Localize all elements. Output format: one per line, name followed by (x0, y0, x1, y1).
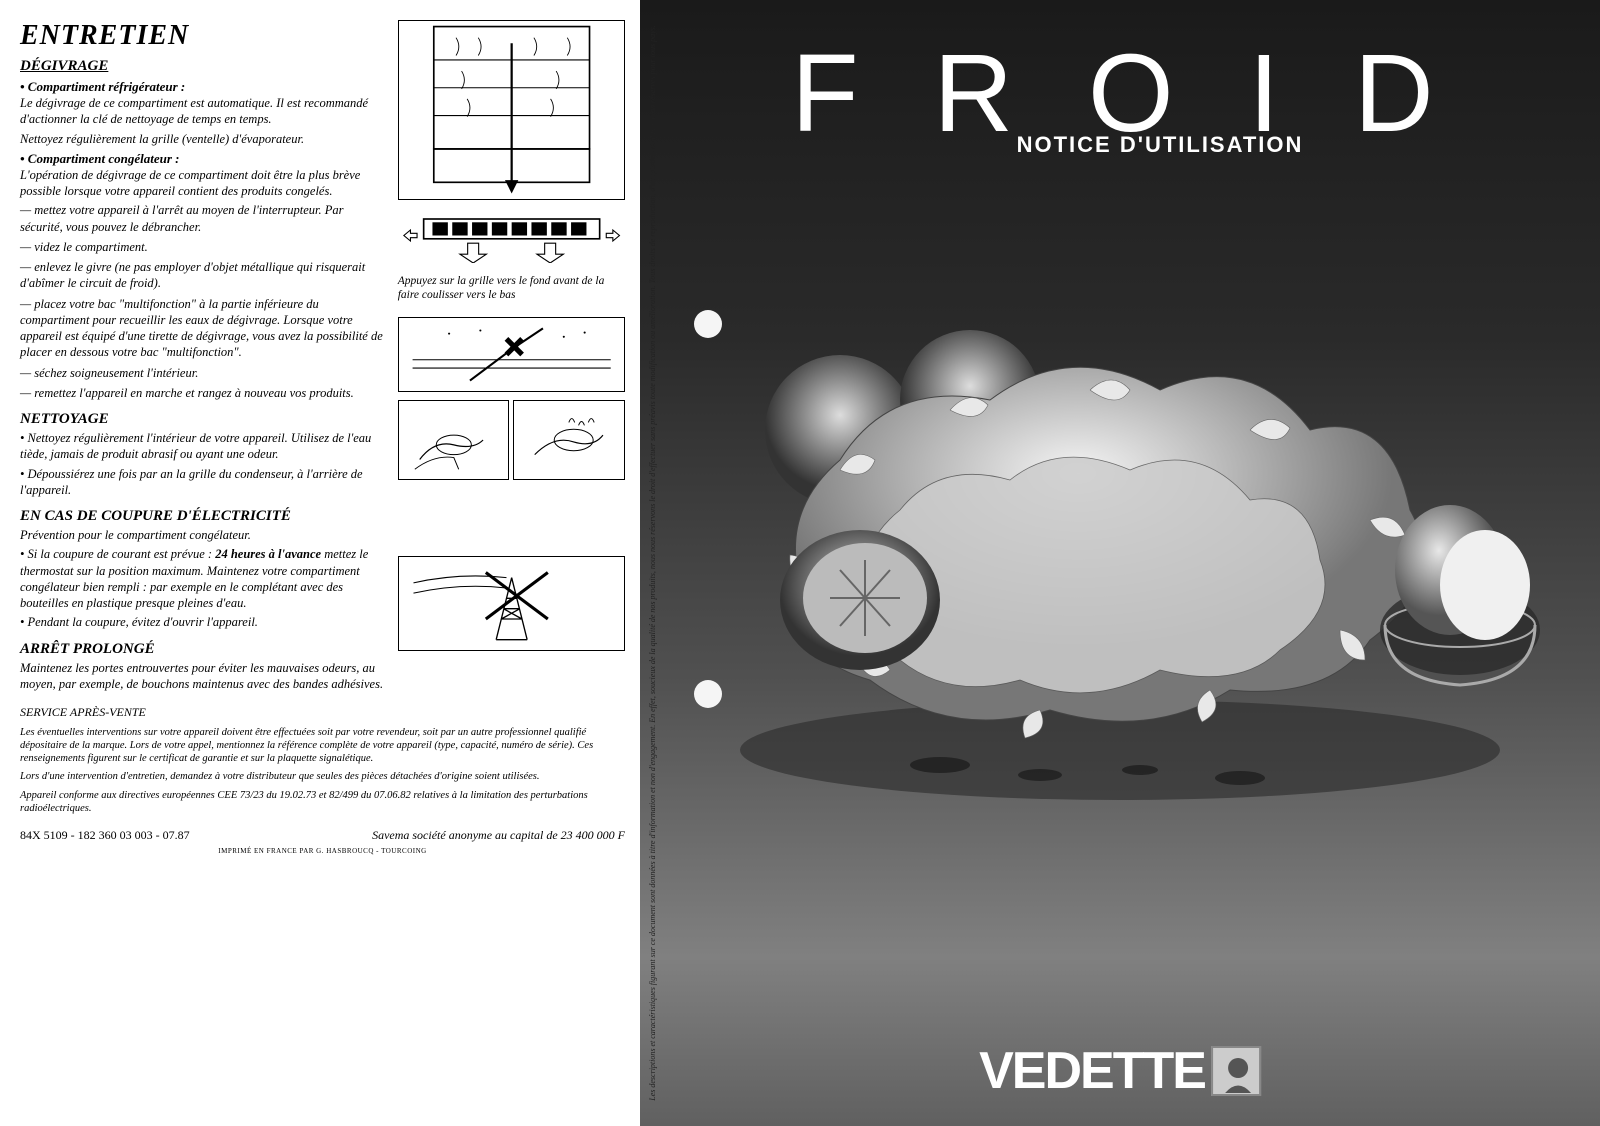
coupure-p1: Prévention pour le compartiment congélat… (20, 527, 386, 543)
vegetables-illustration (690, 260, 1560, 810)
two-column-layout: ENTRETIEN DÉGIVRAGE • Compartiment réfri… (20, 20, 625, 695)
footer-company: Savema société anonyme au capital de 23 … (372, 828, 625, 843)
freezer-p1: L'opération de dégivrage de ce compartim… (20, 167, 386, 200)
cover-page: Les descriptions et caractéristiques fig… (640, 0, 1600, 1126)
freezer-bullet: • Compartiment congélateur : (20, 151, 386, 167)
cover-title-block: FROID NOTICE D'UTILISATION (640, 30, 1600, 158)
freezer-d3: — enlevez le givre (ne pas employer d'ob… (20, 259, 386, 292)
diagram-grille-panel (398, 208, 625, 263)
sav-p1: Les éventuelles interventions sur votre … (20, 726, 625, 765)
freezer-d4: — placez votre bac "multifonction" à la … (20, 296, 386, 361)
fridge-p1: Le dégivrage de ce compartiment est auto… (20, 95, 386, 128)
footer-ref: 84X 5109 - 182 360 03 003 - 07.87 (20, 828, 190, 843)
diagram-column: Appuyez sur la grille vers le fond avant… (398, 20, 625, 695)
vertical-disclaimer: Les descriptions et caractéristiques fig… (648, 25, 657, 1100)
coupure-b1a: • Si la coupure de courant est prévue : (20, 547, 215, 561)
text-column: ENTRETIEN DÉGIVRAGE • Compartiment réfri… (20, 20, 386, 695)
sav-p2: Lors d'une intervention d'entretien, dem… (20, 770, 625, 783)
sav-p3: Appareil conforme aux directives europée… (20, 789, 625, 815)
nettoyage-b2: • Dépoussiérez une fois par an la grille… (20, 466, 386, 499)
degivrage-heading: DÉGIVRAGE (20, 58, 386, 75)
diagram-sponge-2 (513, 400, 625, 480)
fridge-p2: Nettoyez régulièrement la grille (ventel… (20, 131, 386, 147)
diagram-no-knife (398, 317, 625, 392)
diagram-pylon (398, 556, 625, 651)
nettoyage-b1: • Nettoyez régulièrement l'intérieur de … (20, 430, 386, 463)
arret-p1: Maintenez les portes entrouvertes pour é… (20, 660, 386, 693)
arret-heading: ARRÊT PROLONGÉ (20, 641, 386, 658)
sav-heading: SERVICE APRÈS-VENTE (20, 705, 625, 720)
footer-imprint: IMPRIMÉ EN FRANCE PAR G. HASBROUCQ - TOU… (20, 847, 625, 855)
diagram-caption-1: Appuyez sur la grille vers le fond avant… (398, 274, 625, 303)
coupure-b2: • Pendant la coupure, évitez d'ouvrir l'… (20, 614, 386, 630)
freezer-d2: — videz le compartiment. (20, 239, 386, 255)
brand-block: VEDETTE (979, 1041, 1261, 1101)
diagram-sponge-row (398, 400, 625, 480)
diagram-freezer-open (398, 20, 625, 200)
coupure-b1: • Si la coupure de courant est prévue : … (20, 546, 386, 611)
brand-emblem-icon (1211, 1046, 1261, 1096)
freezer-d6: — remettez l'appareil en marche et range… (20, 385, 386, 401)
freezer-d5: — séchez soigneusement l'intérieur. (20, 365, 386, 381)
coupure-heading: EN CAS DE COUPURE D'ÉLECTRICITÉ (20, 508, 386, 525)
nettoyage-heading: NETTOYAGE (20, 411, 386, 428)
fridge-bullet: • Compartiment réfrigérateur : (20, 79, 386, 95)
footer-row: 84X 5109 - 182 360 03 003 - 07.87 Savema… (20, 828, 625, 843)
main-heading: ENTRETIEN (20, 20, 386, 52)
diagram-sponge-1 (398, 400, 510, 480)
coupure-b1bold: 24 heures à l'avance (215, 547, 321, 561)
freezer-d1: — mettez votre appareil à l'arrêt au moy… (20, 202, 386, 235)
brand-name: VEDETTE (979, 1041, 1205, 1101)
left-page: ENTRETIEN DÉGIVRAGE • Compartiment réfri… (0, 0, 640, 1126)
